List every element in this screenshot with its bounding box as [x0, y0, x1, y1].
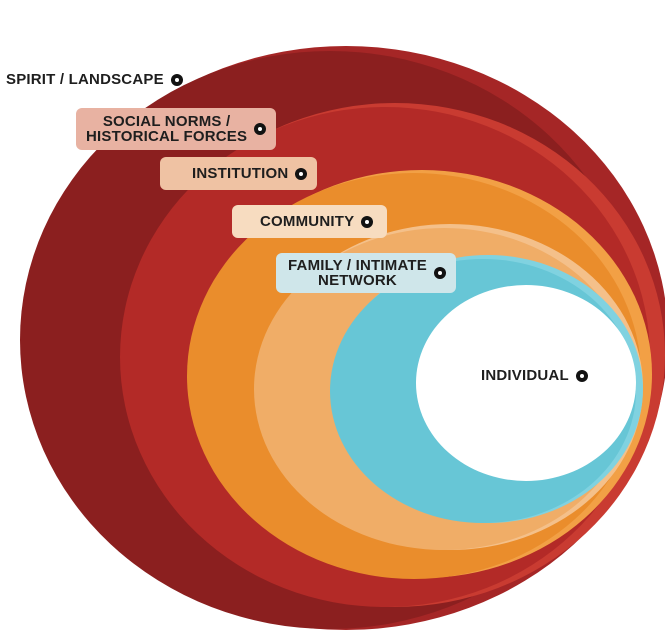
label-family-network-text: FAMILY / INTIMATE NETWORK [288, 258, 427, 288]
individual-layer [416, 285, 636, 481]
bullet-icon [433, 267, 446, 279]
label-family-network-line1: FAMILY / INTIMATE [288, 257, 427, 274]
label-individual-text: INDIVIDUAL [481, 367, 569, 384]
label-social-norms: SOCIAL NORMS / HISTORICAL FORCES [76, 108, 277, 150]
label-spirit-landscape-text: SPIRIT / LANDSCAPE [6, 71, 164, 88]
label-institution-text: INSTITUTION [192, 165, 289, 182]
bullet-icon [254, 123, 267, 135]
bullet-icon [575, 369, 588, 382]
label-family-network-line2: NETWORK [318, 272, 397, 289]
label-individual: INDIVIDUAL [481, 368, 588, 383]
label-spirit-landscape: SPIRIT / LANDSCAPE [6, 72, 183, 87]
bullet-icon [361, 215, 374, 228]
bullet-icon [295, 167, 308, 180]
label-institution: INSTITUTION [160, 157, 318, 190]
bullet-icon [170, 73, 183, 86]
label-social-norms-line2: HISTORICAL FORCES [86, 128, 248, 145]
label-social-norms-text: SOCIAL NORMS / HISTORICAL FORCES [86, 114, 247, 144]
label-community-text: COMMUNITY [260, 213, 355, 230]
label-social-norms-line1: SOCIAL NORMS / [102, 113, 231, 130]
label-family-network: FAMILY / INTIMATE NETWORK [276, 253, 456, 293]
label-community: COMMUNITY [232, 205, 388, 238]
